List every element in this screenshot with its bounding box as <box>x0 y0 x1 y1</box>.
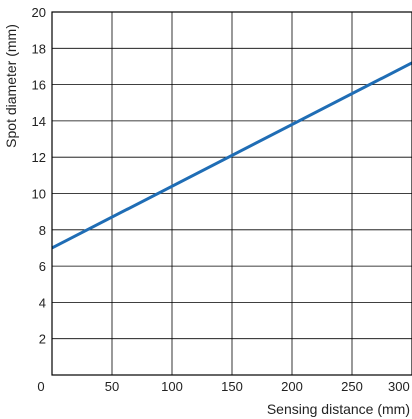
x-tick-label: 50 <box>105 379 119 394</box>
y-tick-label: 4 <box>39 295 46 310</box>
y-tick-label: 6 <box>39 259 46 274</box>
series-line <box>51 61 412 250</box>
y-axis-label: Spot diameter (mm) <box>3 24 19 148</box>
y-tick-label: 14 <box>32 114 46 129</box>
x-tick-label: 300 <box>388 379 410 394</box>
series-layer <box>51 61 412 250</box>
y-tick-label: 16 <box>32 78 46 93</box>
x-tick-label: 0 <box>37 379 44 394</box>
x-axis-label: Sensing distance (mm) <box>267 401 410 417</box>
grid <box>52 12 412 375</box>
x-axis-ticks: 0 50 100 150 200 250 300 <box>37 379 409 394</box>
plot-frame <box>51 11 412 376</box>
y-tick-label: 2 <box>39 332 46 347</box>
x-tick-label: 200 <box>281 379 303 394</box>
y-tick-label: 10 <box>32 187 46 202</box>
y-tick-label: 12 <box>32 150 46 165</box>
x-tick-label: 250 <box>341 379 363 394</box>
y-axis-ticks: 2 4 6 8 10 12 14 16 18 20 <box>32 5 46 347</box>
y-tick-label: 18 <box>32 41 46 56</box>
x-tick-label: 150 <box>221 379 243 394</box>
y-tick-label: 8 <box>39 223 46 238</box>
y-tick-label: 20 <box>32 5 46 20</box>
x-tick-label: 100 <box>161 379 183 394</box>
